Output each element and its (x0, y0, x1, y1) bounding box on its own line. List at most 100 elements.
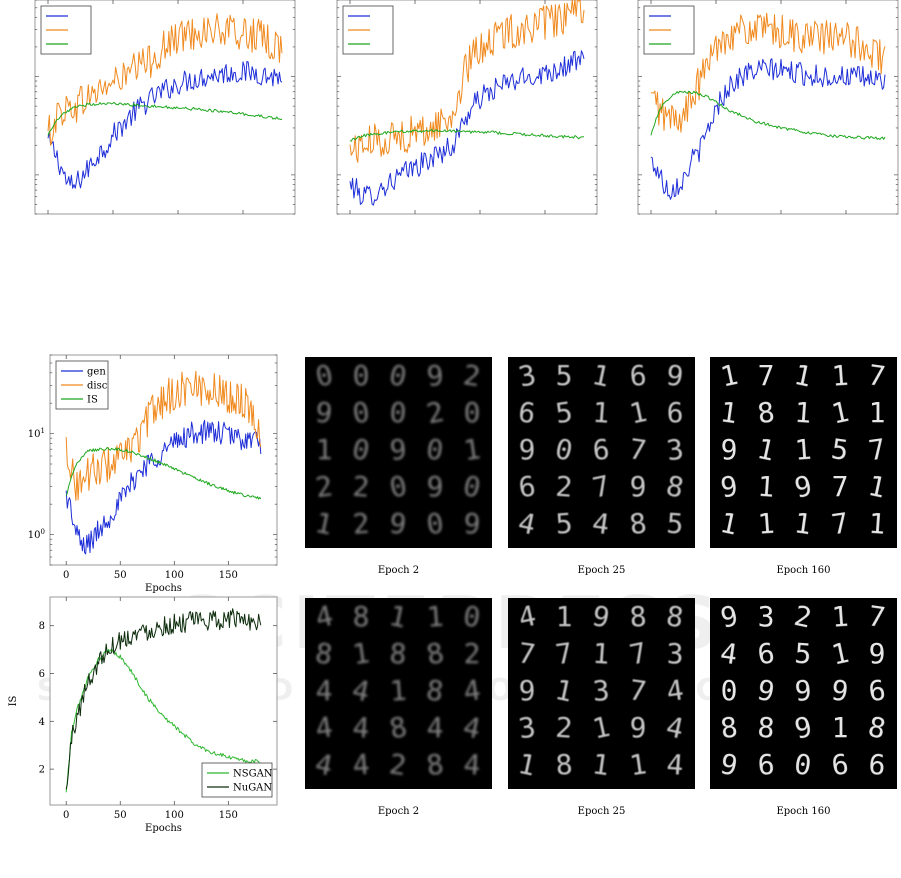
x-tick-label: 100 (165, 570, 184, 581)
series-line-is (349, 129, 585, 142)
sample-digit: 4 (663, 710, 686, 746)
sample-digit: 7 (832, 470, 849, 503)
series-line-is (65, 446, 262, 500)
sample-digit: 9 (630, 711, 647, 744)
sample-digit: 9 (589, 599, 612, 635)
sample-digit: 1 (627, 747, 648, 782)
sample-digit: 1 (461, 432, 482, 467)
y-tick-label: 8 (39, 621, 45, 632)
sample-digit: 7 (829, 506, 850, 541)
sample-digit: 4 (351, 710, 370, 744)
sample-digit: 9 (462, 506, 481, 540)
sample-digit: 9 (869, 637, 886, 670)
sample-digit: 6 (628, 358, 647, 392)
series-line-gen (650, 58, 886, 200)
chart-top-right (637, 0, 899, 215)
sample-digit: 1 (717, 358, 740, 394)
sample-digit: 9 (754, 673, 777, 709)
legend-label-nugan: NuGAN (233, 783, 272, 794)
sample-digit: 1 (832, 711, 849, 744)
sample-digit: 1 (590, 747, 611, 782)
sample-digit: 4 (312, 599, 335, 635)
sample-digit: 7 (627, 432, 648, 467)
sample-grid-background (508, 357, 695, 548)
sample-digit: 8 (313, 636, 334, 671)
sample-digit: 1 (316, 433, 333, 466)
sample-digit: 1 (591, 395, 610, 429)
sample-digit: 4 (312, 747, 335, 783)
sample-digit: 8 (718, 710, 739, 745)
sample-digit: 8 (388, 636, 407, 670)
grid-caption: Epoch 2 (378, 565, 419, 576)
sample-digit: 8 (554, 747, 573, 781)
sample-digit: 0 (386, 469, 409, 505)
sample-digit: 9 (519, 674, 536, 707)
series-line-gen (65, 419, 262, 555)
sample-digit: 7 (627, 673, 648, 708)
legend: NSGAN NuGAN (201, 762, 273, 798)
sample-digit: 1 (552, 673, 575, 709)
sample-digit: 7 (626, 636, 649, 672)
sample-digit: 2 (387, 747, 408, 782)
series-line-is (650, 90, 886, 140)
sample-digit: 4 (515, 599, 538, 635)
sample-digit: 9 (425, 358, 444, 392)
series-line-disc (65, 370, 262, 501)
sample-digit: 1 (754, 432, 777, 468)
series-line-nsgan (65, 648, 262, 793)
sample-digit: 1 (793, 395, 812, 429)
series-line-gen (47, 61, 283, 189)
sample-digit: 4 (313, 710, 334, 745)
sample-digit: 8 (664, 599, 685, 634)
sample-digit: 8 (628, 599, 647, 633)
sample-digit: 5 (793, 636, 812, 670)
sample-digit: 8 (663, 469, 686, 505)
sample-digit: 1 (793, 432, 812, 466)
x-axis-label: Epochs (145, 823, 182, 834)
sample-grid-background (305, 357, 492, 548)
legend (40, 5, 92, 55)
sample-digit: 9 (664, 358, 685, 393)
sample-digit: 8 (386, 710, 409, 746)
sample-digit: 8 (353, 600, 370, 633)
sample-digit: 4 (351, 747, 370, 781)
grid-caption: Epoch 25 (578, 806, 626, 817)
sample-digit: 5 (665, 506, 684, 540)
sample-digit: 1 (589, 358, 612, 394)
series-line-is (47, 102, 283, 136)
legend (643, 5, 695, 55)
sample-digit: 1 (717, 506, 740, 542)
y-tick-base: 10 (28, 429, 41, 440)
sample-digit: 7 (866, 432, 887, 467)
x-tick-label: 50 (114, 570, 127, 581)
sample-digit: 1 (515, 747, 538, 783)
x-tick-label: 150 (219, 810, 238, 821)
y-tick-exponent: 0 (41, 528, 45, 536)
sample-digit: 3 (664, 432, 685, 467)
x-tick-label: 50 (114, 810, 127, 821)
sample-digit: 0 (721, 674, 738, 707)
sample-digit: 4 (316, 674, 333, 707)
sample-digit: 1 (830, 358, 849, 392)
legend-label-disc: disc (87, 381, 108, 392)
sample-digit: 8 (865, 710, 888, 746)
sample-digit: 1 (869, 396, 886, 429)
sample-digit: 7 (866, 358, 887, 393)
sample-digit: 3 (758, 600, 775, 633)
sample-digit: 5 (556, 359, 573, 392)
sample-digit: 8 (755, 395, 776, 430)
sample-digit: 6 (866, 673, 887, 708)
legend-label-nsgan: NSGAN (233, 769, 273, 780)
series-line-disc (349, 0, 585, 163)
legend-label-gen: gen (87, 367, 106, 378)
sample-digit: 5 (829, 432, 850, 467)
sample-digit: 4 (515, 506, 538, 542)
sample-digit: 9 (313, 395, 334, 430)
sample-digit: 1 (425, 599, 444, 633)
sample-digit: 7 (589, 469, 612, 505)
x-axis-label: Epochs (145, 583, 182, 594)
sample-digit: 8 (756, 710, 775, 744)
sample-digit: 9 (718, 469, 739, 504)
